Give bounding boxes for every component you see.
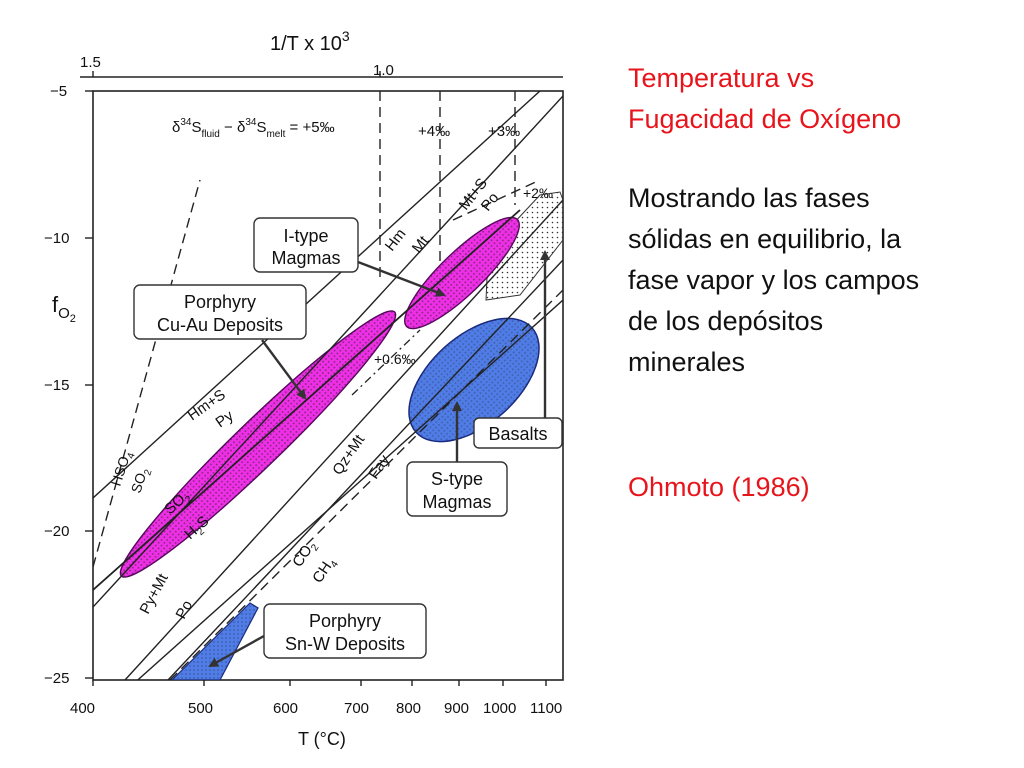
side-title-line-1: Temperatura vs (628, 63, 815, 93)
porphyry-cu-au-box: Porphyry Cu-Au Deposits (133, 284, 307, 340)
svg-text:Magmas: Magmas (271, 248, 340, 268)
svg-text:Sn-W Deposits: Sn-W Deposits (285, 634, 405, 654)
i-type-box: I-type Magmas (253, 217, 359, 273)
label-ch4: CH4 (309, 554, 341, 588)
label-so2: SO2 (128, 465, 155, 496)
x-tick-label-1000: 1000 (483, 700, 516, 717)
x-axis-ticks (92, 680, 547, 686)
x-tick-label-1100: 1100 (530, 700, 562, 717)
x-axis-title: T (°C) (298, 729, 346, 749)
buffer-lines (93, 91, 563, 680)
side-description-line-1: Mostrando las fases (628, 183, 870, 213)
x-tick-label-500: 500 (188, 700, 213, 717)
svg-text:I-type: I-type (283, 226, 328, 246)
svg-text:Basalts: Basalts (488, 424, 547, 444)
side-description-line-5: minerales (628, 347, 746, 377)
side-description-line-4: de los depósitos (628, 306, 824, 336)
side-reference: Ohmoto (1986) (628, 467, 1018, 508)
x-tick-label-600: 600 (273, 700, 298, 717)
y-tick-label-20: −20 (44, 523, 69, 540)
x-tick-label-400: 400 (70, 700, 95, 717)
side-description-line-3: fase vapor y los campos (628, 265, 920, 295)
isotope-label-plus3: +3‰ (488, 123, 520, 140)
side-title-line-2: Fugacidad de Oxígeno (628, 104, 902, 134)
side-description-line-2: sólidas en equilibrio, la (628, 224, 902, 254)
isotope-label-plus4: +4‰ (418, 123, 450, 140)
label-fay: Fay (365, 452, 393, 483)
i-type-magmas-texture (404, 217, 520, 329)
svg-text:Porphyry: Porphyry (184, 292, 256, 312)
porphyry-sn-w-texture (172, 603, 258, 680)
x-tick-label-900: 900 (444, 700, 469, 717)
side-description: Mostrando las fases sólidas en equilibri… (628, 178, 1018, 383)
label-po-low: Po (173, 598, 197, 622)
y-axis (85, 90, 93, 679)
svg-text:Cu-Au Deposits: Cu-Au Deposits (157, 315, 283, 335)
fo2-temperature-diagram: 1.5 1.0 1/T x 103 −5 −10 −15 −20 −25 fO2… (44, 28, 564, 749)
y-tick-label-10: −10 (44, 230, 69, 247)
arrows (208, 250, 550, 668)
dashdot-line (351, 329, 421, 396)
basalts-box: Basalts (473, 417, 563, 449)
svg-text:Porphyry: Porphyry (309, 611, 381, 631)
s-type-box: S-type Magmas (406, 461, 508, 517)
y-tick-label-5: −5 (50, 83, 67, 100)
reference-text: Ohmoto (1986) (628, 472, 810, 502)
side-title: Temperatura vs Fugacidad de Oxígeno (628, 58, 1018, 140)
label-hm: Hm (382, 226, 410, 255)
y-axis-title: fO2 (52, 292, 76, 325)
y-tick-label-15: −15 (44, 377, 69, 394)
label-mt: Mt (409, 232, 433, 256)
svg-text:S-type: S-type (431, 469, 483, 489)
y-tick-label-25: −25 (44, 670, 69, 687)
label-py-mt: Py+Mt (137, 570, 173, 617)
isotope-label-plus0-6: +0.6‰ (374, 351, 416, 367)
x-tick-label-700: 700 (344, 700, 369, 717)
porphyry-sn-w-box: Porphyry Sn-W Deposits (263, 603, 427, 659)
isotope-header: δ34Sfluid − δ34Smelt = +5‰ (172, 117, 335, 140)
x-tick-label-800: 800 (396, 700, 421, 717)
top-axis-title: 1/T x 103 (270, 28, 350, 55)
svg-text:Magmas: Magmas (422, 492, 491, 512)
dashed-lines (93, 91, 563, 680)
label-py-upper: Py (213, 407, 237, 431)
label-qz-mt: Qz+Mt (329, 431, 368, 478)
top-tick-label-1-0: 1.0 (373, 62, 394, 79)
top-tick-label-1-5: 1.5 (80, 54, 101, 71)
